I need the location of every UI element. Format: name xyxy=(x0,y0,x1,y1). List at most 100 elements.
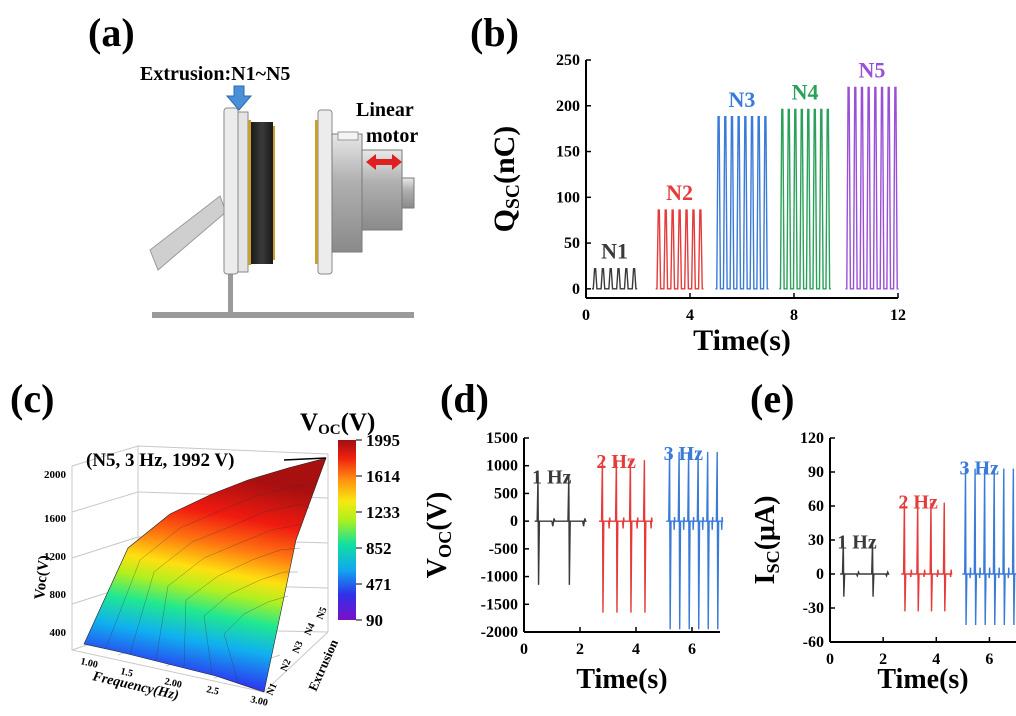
y-tick-label: N3 xyxy=(291,640,306,656)
right-plate xyxy=(317,109,333,275)
y-tick-label: 50 xyxy=(564,235,580,252)
x-axis-title: Time(s) xyxy=(576,664,667,695)
series-line-n5 xyxy=(845,86,899,290)
x-axis-title: Time(s) xyxy=(693,324,791,357)
y-tick-label: -60 xyxy=(803,634,824,651)
series-label: 1 Hz xyxy=(532,467,572,489)
gold-film-left xyxy=(248,120,251,265)
y-axis-title: VOC(V) xyxy=(422,492,455,578)
left-plate xyxy=(223,107,239,275)
x-tick-label: 2 xyxy=(879,651,887,668)
colorbar-tick-label: 1233 xyxy=(366,503,400,522)
series-label: 3 Hz xyxy=(664,443,704,465)
motor-body xyxy=(331,133,363,253)
motor-direction-arrow-icon xyxy=(366,154,402,170)
panel-a-label: (a) xyxy=(88,10,135,55)
y-tick-label: 30 xyxy=(808,532,824,549)
y-axis-title-rest: (μA) xyxy=(750,496,781,551)
panel-d-label: (d) xyxy=(440,376,489,421)
series-label: 3 Hz xyxy=(960,458,1000,480)
y-tick-label: 1500 xyxy=(486,430,518,447)
series-line-2-hz xyxy=(901,502,953,612)
x-tick-label: 0 xyxy=(826,651,834,668)
y-tick-label: 0 xyxy=(816,566,824,583)
extrusion-label: Extrusion:N1~N5 xyxy=(140,63,290,85)
y-tick-label: 0 xyxy=(572,281,580,298)
y-axis-title: QSC(nC) xyxy=(488,126,524,233)
y-axis-title-sub: OC xyxy=(435,531,455,558)
series-label: N5 xyxy=(859,57,886,82)
x-tick-label: 3.00 xyxy=(249,694,269,709)
x-tick-label: 2.5 xyxy=(205,684,220,698)
left-plate-2 xyxy=(237,111,249,273)
y-axis-title: ISC(μA) xyxy=(750,496,783,585)
colorbar-tick-label: 1995 xyxy=(366,431,400,450)
panel-c: (c) (N5, xyxy=(10,376,401,709)
y-axis-title-sub: SC xyxy=(763,550,783,573)
y-tick-label: 500 xyxy=(494,485,518,502)
series-line-n3 xyxy=(715,116,769,290)
y-axis-title-main: V xyxy=(422,558,453,578)
panel-b-label: (b) xyxy=(470,10,519,55)
y-tick-label: 200 xyxy=(556,98,580,115)
panel-c-label: (c) xyxy=(10,376,54,421)
panel-b: (b) 0 50 100 150 200 250 0 4 8 12 Time(s) QSC(nC) N1… xyxy=(470,10,906,357)
x-axis-label: Frequency(Hz) xyxy=(90,669,180,704)
x-tick-label: 12 xyxy=(890,307,906,324)
y-tick-label: 250 xyxy=(556,52,580,69)
y-tick-label: -30 xyxy=(803,600,824,617)
diagonal-support xyxy=(149,195,227,271)
z-tick-label: 800 xyxy=(50,589,67,601)
series-line-2-hz xyxy=(599,460,653,613)
panel-a: (a) Extrusion:N1~N5 Linear motor xyxy=(88,10,418,318)
y-tick-label: -2000 xyxy=(481,624,518,641)
series-line-3-hz xyxy=(962,468,1016,626)
z-tick-label: 2000 xyxy=(44,469,67,481)
z-tick-label: 1600 xyxy=(44,513,67,525)
motor-cap xyxy=(401,177,415,209)
x-tick-label: 0 xyxy=(582,307,590,324)
x-tick-label: 6 xyxy=(985,651,993,668)
x-tick-label: 4 xyxy=(632,641,640,658)
series-line-n2 xyxy=(655,209,704,290)
series-line-n4 xyxy=(779,108,831,290)
x-tick-label: 0 xyxy=(520,641,528,658)
x-tick-label: 2 xyxy=(576,641,584,658)
y-axis-title-main: I xyxy=(750,574,781,585)
y-tick-label: 60 xyxy=(808,498,824,515)
gold-film-right-plate xyxy=(315,120,318,264)
panel-e-label: (e) xyxy=(750,376,794,421)
series-label: 2 Hz xyxy=(898,492,938,514)
x-tick-label: 4 xyxy=(932,651,940,668)
y-tick-label: 120 xyxy=(800,430,824,447)
x-tick-label: 1.5 xyxy=(119,666,134,680)
y-tick-label: 1000 xyxy=(486,458,518,475)
annotation-leader xyxy=(283,457,327,461)
colorbar-tick-label: 471 xyxy=(366,575,392,594)
sponge-pad xyxy=(251,122,273,264)
series-label: N3 xyxy=(729,87,756,112)
y-tick-label: 100 xyxy=(556,189,580,206)
y-tick-label: N1 xyxy=(265,682,280,698)
chart-b: 0 50 100 150 200 250 0 4 8 12 Time(s) QSC(nC) N1 N2 N3… xyxy=(488,52,906,357)
y-tick-label: -1000 xyxy=(481,569,518,586)
y-tick-label: 0 xyxy=(510,513,518,530)
series-label: 1 Hz xyxy=(837,531,877,553)
series-line-n1 xyxy=(591,268,638,290)
surface-grid xyxy=(105,483,317,683)
y-tick-label: -500 xyxy=(489,541,518,558)
series-label: N4 xyxy=(792,79,819,104)
colorbar-tick-label: 90 xyxy=(366,611,383,630)
x-axis-title: Time(s) xyxy=(877,664,968,695)
y-axis-title-main: Q xyxy=(488,209,521,232)
y-tick-label: N2 xyxy=(279,658,294,674)
vertical-post xyxy=(228,262,233,314)
series-line-1-hz xyxy=(840,542,890,597)
x-tick-label: 8 xyxy=(790,307,798,324)
